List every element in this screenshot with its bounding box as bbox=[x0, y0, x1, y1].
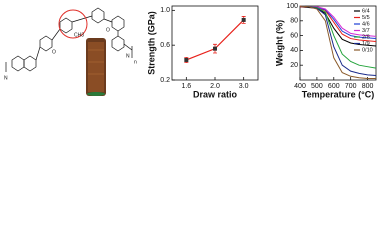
legend-label: 1/9 bbox=[362, 41, 370, 47]
y-axis-title: Strength (GPa) bbox=[146, 11, 156, 75]
x-tick-label: 500 bbox=[311, 83, 323, 90]
marker bbox=[184, 57, 189, 62]
legend-label: 3/7 bbox=[362, 28, 370, 34]
legend-label: 2/8 bbox=[362, 34, 370, 40]
x-tick-label: 2.0 bbox=[210, 83, 220, 90]
x-axis-title: Temperature (°C) bbox=[302, 89, 374, 99]
y-tick-label: 80 bbox=[290, 18, 298, 25]
y-tick-label: 60 bbox=[290, 32, 298, 39]
marker bbox=[213, 46, 217, 51]
x-axis-title: Draw ratio bbox=[193, 89, 238, 99]
x-tick-label: 1.6 bbox=[181, 83, 191, 90]
line bbox=[186, 19, 245, 61]
y-tick-label: 0.6 bbox=[160, 42, 170, 49]
atom-label: CH3 bbox=[74, 32, 84, 38]
y-tick-label: 0.2 bbox=[160, 77, 170, 84]
line bbox=[299, 5, 376, 80]
y-axis-title: Weight (%) bbox=[274, 20, 284, 66]
legend-label: 0/10 bbox=[362, 47, 373, 53]
x-tick-label: 600 bbox=[328, 83, 340, 90]
atom-label: n bbox=[134, 59, 137, 65]
legend-label: 4/6 bbox=[362, 21, 370, 27]
x-tick-label: 700 bbox=[345, 83, 357, 90]
legend-label: 5/5 bbox=[362, 15, 370, 21]
marker bbox=[241, 17, 246, 22]
legend-label: 6/4 bbox=[362, 8, 370, 14]
atom-label: N bbox=[126, 53, 130, 59]
plot-frame bbox=[171, 5, 259, 81]
x-tick-label: 400 bbox=[294, 83, 306, 90]
y-tick-label: 40 bbox=[290, 47, 298, 54]
y-tick-label: 20 bbox=[290, 62, 298, 69]
atom-label: O bbox=[52, 49, 56, 55]
y-tick-label: 100 bbox=[286, 3, 298, 10]
figure: N N O O CH3 n 0.2 0.6 1.0 Strength (GPa) Dra… bbox=[4, 3, 377, 99]
y-tick-label: 1.0 bbox=[160, 7, 170, 14]
plot-frame bbox=[299, 5, 377, 81]
atom-label: N bbox=[4, 75, 8, 81]
chemical-structure bbox=[5, 7, 133, 72]
x-tick-label: 3.0 bbox=[239, 83, 249, 90]
x-tick-label: 800 bbox=[362, 83, 374, 90]
fiber-photo bbox=[86, 38, 106, 96]
atom-label: O bbox=[106, 27, 110, 33]
